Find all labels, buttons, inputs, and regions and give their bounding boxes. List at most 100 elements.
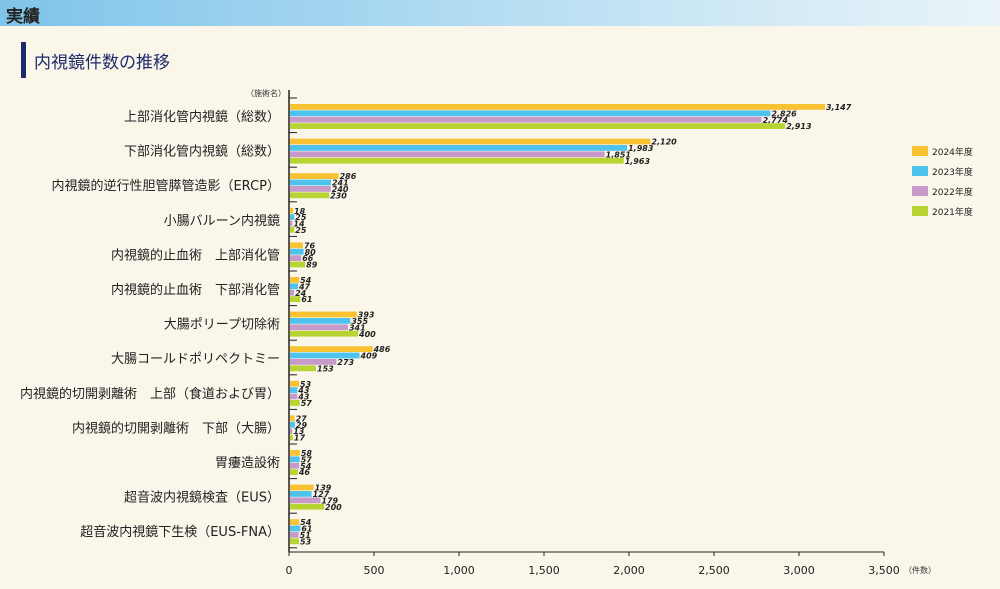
category-label: 大腸ポリープ切除術 (164, 318, 280, 333)
bar-value-label: 2,913 (786, 122, 812, 131)
bar (290, 277, 300, 283)
bar (290, 400, 300, 406)
bar (290, 462, 300, 469)
category-label: 小腸バルーン内視鏡 (164, 213, 280, 229)
bar-value-label: 3,147 (826, 103, 852, 112)
category-label: 超音波内視鏡下生検（EUS-FNA） (80, 524, 280, 540)
bar (290, 173, 339, 179)
bar (290, 255, 302, 261)
x-tick-label: 1,000 (443, 564, 475, 577)
bar (290, 497, 321, 504)
bar (290, 318, 351, 324)
x-tick-label: 1,500 (528, 564, 560, 577)
bar (290, 116, 762, 123)
bar (290, 138, 651, 145)
x-tick-label: 2,000 (613, 564, 645, 577)
x-tick-label: 0 (286, 564, 293, 577)
bar-value-label: 61 (301, 525, 312, 534)
bar (290, 289, 295, 296)
category-label: 内視鏡的逆行性胆管膵管造影（ERCP） (51, 178, 280, 194)
bar (290, 434, 293, 441)
bar-value-label: 1,983 (628, 144, 654, 153)
bar (290, 380, 300, 387)
bar-value-label: 179 (321, 496, 338, 505)
section-title: 内視鏡件数の推移 (34, 53, 170, 73)
bar-value-label: 66 (302, 254, 314, 263)
bar (290, 330, 358, 337)
bar (290, 227, 295, 233)
bar (290, 192, 330, 199)
bar-value-label: 127 (313, 490, 330, 499)
bar-value-label: 54 (300, 518, 312, 527)
bar (290, 261, 306, 268)
bar (290, 110, 771, 117)
x-tick-label: 2,500 (698, 564, 730, 577)
bar-value-label: 54 (300, 462, 312, 471)
bar-value-label: 58 (301, 449, 313, 458)
bar (290, 428, 293, 434)
bar-value-label: 25 (295, 213, 307, 222)
category-label: 上部消化管内視鏡（総数） (124, 109, 280, 125)
bar-value-label: 24 (295, 289, 307, 298)
bar-value-label: 51 (300, 531, 311, 540)
bar-value-label: 2,120 (651, 138, 677, 147)
legend-label: 2021年度 (932, 206, 973, 218)
bar (290, 387, 298, 393)
header-bar: 実績 (0, 0, 1000, 27)
bar-value-label: 1,963 (625, 157, 651, 166)
bar-value-label: 43 (297, 393, 310, 402)
bar-value-label: 29 (296, 421, 308, 430)
bar-value-label: 18 (294, 207, 306, 216)
bar-value-label: 47 (298, 282, 311, 291)
bar (290, 151, 605, 158)
legend-label: 2023年度 (932, 166, 973, 178)
x-tick-label: 3,000 (783, 564, 815, 577)
bar (290, 532, 299, 538)
bar (290, 242, 303, 249)
bar-value-label: 43 (297, 386, 310, 395)
bar (290, 248, 304, 255)
category-label: 内視鏡的切開剥離術 下部（大腸） (72, 420, 280, 436)
y-axis-label: （施術名） (246, 88, 286, 98)
bar-value-label: 27 (296, 414, 308, 423)
bar-value-label: 241 (332, 179, 349, 188)
legend-swatch (912, 146, 928, 156)
bar (290, 393, 298, 400)
bar-value-label: 286 (340, 172, 357, 181)
bar (290, 145, 628, 151)
bar-value-label: 355 (351, 317, 368, 326)
bar (290, 450, 300, 456)
bar-value-label: 200 (325, 503, 342, 512)
bar (290, 296, 301, 302)
legend-swatch (912, 186, 928, 196)
legend-swatch (912, 166, 928, 176)
bar-value-label: 2,826 (771, 109, 797, 118)
bar-value-label: 153 (317, 364, 334, 373)
bar (290, 283, 298, 290)
bar (290, 525, 301, 532)
bar-value-label: 400 (358, 330, 376, 339)
bar-value-label: 25 (295, 226, 307, 235)
category-label: 大腸コールドポリペクトミー (111, 352, 280, 367)
bar-value-label: 341 (349, 323, 366, 332)
bar-value-label: 230 (330, 191, 347, 200)
section-accent (21, 42, 26, 78)
category-label: 内視鏡的止血術 上部消化管 (111, 247, 280, 263)
bar (290, 346, 373, 352)
category-label: 下部消化管内視鏡（総数） (124, 144, 280, 160)
legend-label: 2024年度 (932, 146, 973, 158)
legend-label: 2022年度 (932, 186, 973, 198)
bar-value-label: 46 (298, 468, 311, 477)
bar (290, 186, 331, 192)
bar-value-label: 89 (306, 261, 318, 270)
x-tick-label: 500 (364, 564, 385, 577)
category-label: 内視鏡的止血術 下部消化管 (111, 282, 280, 298)
bar (290, 324, 348, 331)
bar-value-label: 486 (373, 345, 391, 354)
bar (290, 538, 300, 545)
bar (290, 415, 295, 422)
bar (290, 352, 360, 359)
category-label: 超音波内視鏡検査（EUS） (124, 490, 280, 506)
bar (290, 421, 295, 428)
x-axis-label: （件数） (904, 565, 936, 575)
